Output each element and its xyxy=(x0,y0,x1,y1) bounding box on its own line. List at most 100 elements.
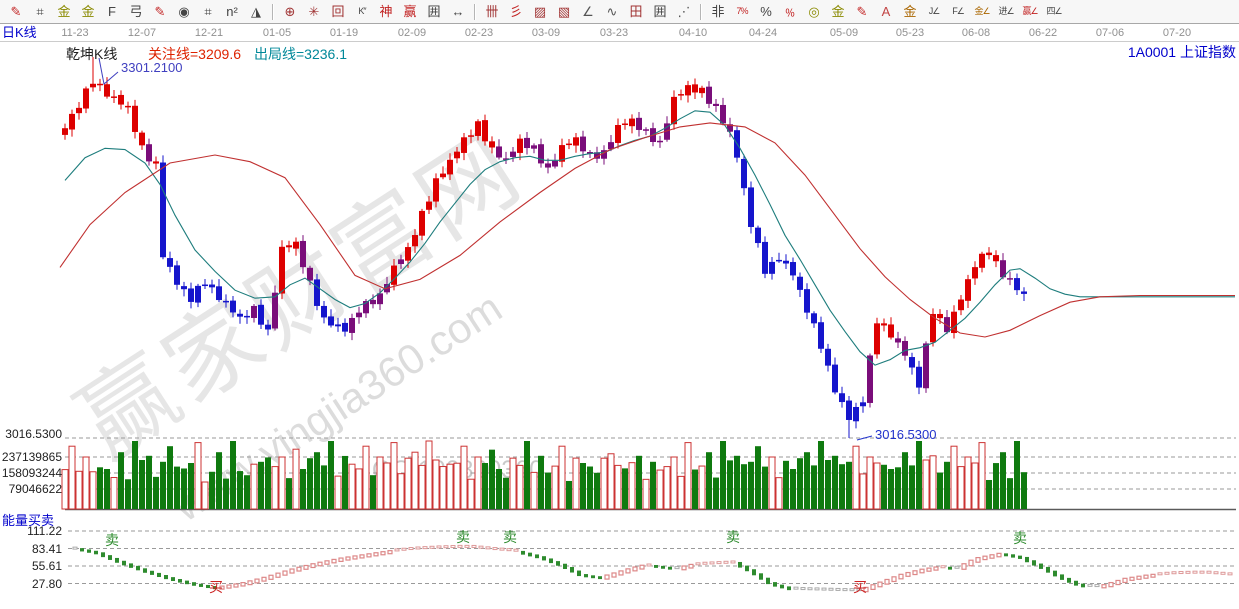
candle-body xyxy=(657,140,663,143)
gold-bar-icon[interactable]: 金 xyxy=(831,4,845,19)
candle-body xyxy=(636,117,642,130)
energy-dash xyxy=(1227,572,1233,576)
energy-bar-down xyxy=(150,570,154,575)
candle-body xyxy=(489,141,495,148)
flag-tool-icon[interactable]: ◮ xyxy=(251,4,261,19)
energy-dash xyxy=(478,545,484,549)
horizontal-span-icon[interactable]: ↔ xyxy=(451,4,465,19)
energy-bar-up xyxy=(331,558,337,564)
energy-dash xyxy=(821,587,827,591)
a-wave-icon[interactable]: A xyxy=(881,4,891,19)
seven-pct-icon[interactable]: 7% xyxy=(736,6,748,16)
energy-axis-label-2: 83.41 xyxy=(32,542,62,556)
percent-line-icon[interactable]: ﹪ xyxy=(783,4,797,19)
energy-bar-up xyxy=(366,553,372,558)
gold-angle-icon[interactable]: 金∠ xyxy=(974,6,990,16)
energy-pane-title[interactable]: 能量买卖 xyxy=(2,513,54,528)
pattern-box-icon[interactable]: 回 xyxy=(331,4,345,19)
energy-bar-down xyxy=(1039,563,1043,569)
energy-bar-down xyxy=(94,550,98,555)
volume-bar-up xyxy=(775,477,783,510)
si-angle-icon[interactable]: 四∠ xyxy=(1046,6,1062,16)
volume-bar-up xyxy=(362,445,370,510)
shade-box-icon[interactable]: ▨ xyxy=(533,4,547,19)
candle-body xyxy=(545,163,551,168)
slash-lines-icon[interactable]: ⋰ xyxy=(677,4,691,19)
gold-line-icon[interactable]: 金 xyxy=(57,4,71,19)
candle-body xyxy=(503,158,509,160)
ying-tool-icon[interactable]: 赢 xyxy=(403,4,417,19)
volume-bar-down xyxy=(909,465,915,509)
gold-line2-icon[interactable]: 金 xyxy=(81,4,95,19)
jin-angle-icon[interactable]: 进∠ xyxy=(998,6,1014,16)
symbol-label[interactable]: 1A0001 上证指数 xyxy=(1128,44,1236,60)
volume-bar-down xyxy=(125,479,131,509)
ink-brush-icon[interactable]: ✎ xyxy=(856,4,868,19)
star-burst-icon[interactable]: ✳ xyxy=(308,4,320,19)
f-angle-icon[interactable]: F∠ xyxy=(952,6,965,16)
ying-angle-icon[interactable]: 赢∠ xyxy=(1022,6,1038,16)
date-tick-label: 06-22 xyxy=(1029,27,1057,39)
draw-pen-icon[interactable]: ✎ xyxy=(10,4,22,19)
energy-dash xyxy=(807,587,813,591)
energy-dash xyxy=(1164,571,1170,575)
energy-bar-up xyxy=(898,573,904,580)
candle-body xyxy=(818,322,824,349)
shen-tool-icon[interactable]: 神 xyxy=(379,4,393,19)
volume-bar-down xyxy=(580,463,586,509)
n-square-icon[interactable]: n² xyxy=(226,4,238,19)
bar-pairs-icon[interactable]: 非 xyxy=(711,4,725,19)
candle-body xyxy=(244,315,250,318)
energy-bar-down xyxy=(157,572,161,578)
dark-grid-icon[interactable]: 囲 xyxy=(653,4,667,19)
volume-bar-down xyxy=(1021,472,1027,509)
energy-dash xyxy=(828,587,834,591)
candle-body xyxy=(307,267,313,281)
energy-bar-down xyxy=(766,577,770,585)
brush-tool-icon[interactable]: ✎ xyxy=(154,4,166,19)
period-label[interactable]: 日K线 xyxy=(2,25,37,40)
date-axis: 11-23 12-07 12-21 01-05 01-19 02-09 02-23 03-09… xyxy=(61,27,1191,39)
gold-circle-icon[interactable]: ◎ xyxy=(808,4,820,19)
column-chart-icon[interactable]: 卌 xyxy=(485,4,499,19)
zigzag-icon[interactable]: ∿ xyxy=(606,4,618,19)
fibonacci-icon[interactable]: F xyxy=(108,4,116,19)
buy-signal-label: 买 xyxy=(209,579,223,595)
volume-bar-down xyxy=(545,472,551,509)
date-tick-label: 12-07 xyxy=(128,27,156,39)
candle-body xyxy=(349,317,355,333)
candle-body xyxy=(97,83,103,86)
candle-body xyxy=(930,313,936,343)
energy-bar-up xyxy=(1108,581,1114,588)
percent-icon[interactable]: % xyxy=(760,4,772,19)
shade-box2-icon[interactable]: ▧ xyxy=(557,4,571,19)
date-tick-label: 01-05 xyxy=(263,27,291,39)
angle-line-icon[interactable]: ∠ xyxy=(582,4,594,19)
gold-under-icon[interactable]: 金 xyxy=(903,4,917,19)
grid-lines-icon[interactable]: ⌗ xyxy=(36,4,44,19)
j-angle-icon[interactable]: J∠ xyxy=(928,6,941,16)
volume-bar-down xyxy=(237,471,243,509)
k-mark-icon[interactable]: K″ xyxy=(358,6,366,16)
target-cross-icon[interactable]: ⊕ xyxy=(284,4,296,19)
volume-bar-down xyxy=(832,455,838,509)
volume-bar-up xyxy=(950,445,958,510)
low-annotation-leader xyxy=(856,435,873,441)
cycle-circle-icon[interactable]: ◉ xyxy=(178,4,190,19)
energy-bar-down xyxy=(1011,554,1015,558)
red-grid-icon[interactable]: 田 xyxy=(629,4,643,19)
candle-body xyxy=(601,150,607,159)
energy-dash xyxy=(1094,584,1100,588)
candle-body xyxy=(594,152,600,159)
overlay-indicator-name: 乾坤K线 xyxy=(66,46,117,62)
volume-bar-down xyxy=(503,477,509,509)
volume-bar-up xyxy=(390,442,398,510)
arc-tool-icon[interactable]: 弓 xyxy=(129,4,143,19)
energy-bar-up xyxy=(975,556,981,563)
energy-bar-down xyxy=(948,566,952,570)
grid-123-icon[interactable]: 囲 xyxy=(427,4,441,19)
ray-fan-icon[interactable]: 彡 xyxy=(509,4,523,19)
ruler-grid-icon[interactable]: ⌗ xyxy=(204,4,212,19)
energy-bar-down xyxy=(780,584,784,589)
